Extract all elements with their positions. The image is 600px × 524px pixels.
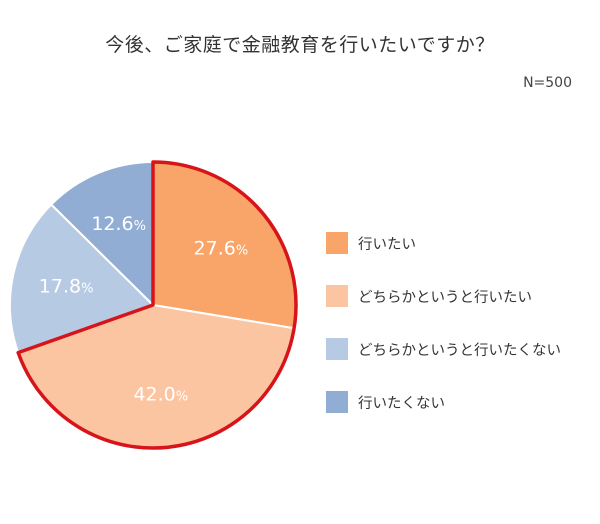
legend-swatch <box>326 232 348 254</box>
pie-slice <box>9 203 155 354</box>
pie-slice-labels: 27.6% 42.0% 17.8% 12.6% <box>39 213 248 406</box>
legend-label: 行いたくない <box>358 395 445 412</box>
legend-item: どちらかというと行いたい <box>326 283 561 309</box>
chart-title: 今後、ご家庭で金融教育を行いたいですか？ <box>105 34 495 56</box>
pie-slice <box>49 160 154 308</box>
legend-item: 行いたくない <box>326 389 561 415</box>
legend-label: 行いたい <box>358 236 416 253</box>
slice-value-label: 12.6% <box>91 213 146 235</box>
highlight-outline <box>16 160 298 450</box>
legend-swatch <box>326 391 348 413</box>
legend-swatch <box>326 285 348 307</box>
legend-item: どちらかというと行いたくない <box>326 336 561 362</box>
legend-item: 行いたい <box>326 230 561 256</box>
slice-value-label: 42.0% <box>133 384 188 406</box>
legend-swatch <box>326 338 348 360</box>
sample-size-note: N=500 <box>523 75 572 91</box>
slice-value-label: 27.6% <box>194 237 249 259</box>
legend-label: どちらかというと行いたくない <box>358 342 561 359</box>
legend: 行いたい どちらかというと行いたい どちらかというと行いたくない 行いたくない <box>326 230 561 442</box>
slice-value-label: 17.8% <box>39 276 94 298</box>
legend-label: どちらかというと行いたい <box>358 289 532 306</box>
